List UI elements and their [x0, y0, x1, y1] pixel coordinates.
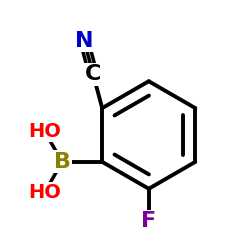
Text: C: C — [85, 64, 101, 84]
Text: HO: HO — [28, 122, 61, 141]
Text: N: N — [75, 30, 93, 50]
Text: F: F — [141, 211, 156, 231]
Text: B: B — [54, 152, 71, 172]
Text: HO: HO — [28, 183, 61, 202]
